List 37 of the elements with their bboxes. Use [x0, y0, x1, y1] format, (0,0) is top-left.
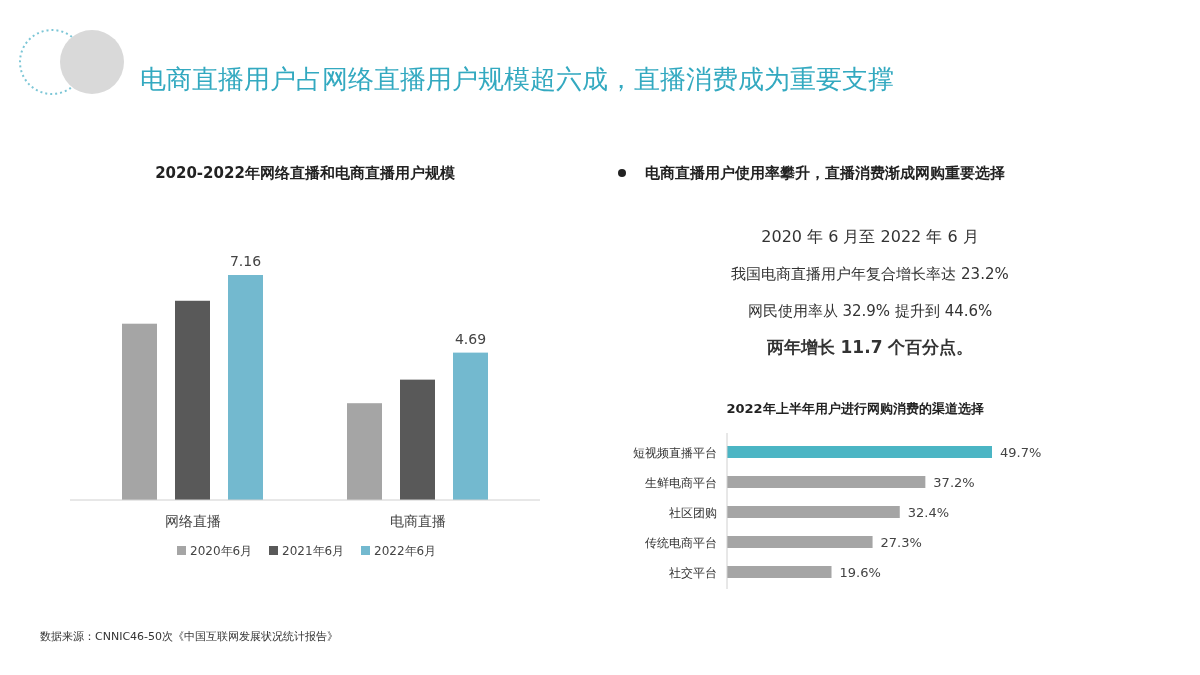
- legend-label: 2021年6月: [282, 544, 345, 558]
- y-tick-label: 生鲜电商平台: [645, 475, 717, 490]
- data-label: 4.69: [454, 330, 487, 347]
- chart-title: 2022年上半年用户进行网购消费的渠道选择: [726, 401, 984, 416]
- source-note: 数据来源：CNNIC46-50次《中国互联网发展状况统计报告》: [40, 630, 339, 643]
- data-label: 27.3%: [880, 534, 922, 550]
- data-label: 49.7%: [1000, 444, 1042, 460]
- bar: [453, 352, 488, 500]
- y-tick-label: 社区团购: [669, 505, 717, 520]
- text: 网民使用率从 32.9% 提升到 44.6%: [747, 302, 993, 320]
- bar: [228, 275, 263, 500]
- text: 2020 年 6 月至 2022 年 6 月: [761, 227, 979, 246]
- chart-title: 2020-2022年网络直播和电商直播用户规模: [155, 164, 456, 182]
- legend-label: 2020年6月: [190, 544, 253, 558]
- y-tick-label: 社交平台: [669, 565, 717, 580]
- data-label: 7.16: [229, 253, 262, 269]
- bar: [727, 506, 900, 518]
- bar: [122, 323, 157, 500]
- legend-label: 2022年6月: [374, 544, 437, 558]
- bar: [727, 536, 873, 548]
- y-tick-label: 传统电商平台: [645, 535, 717, 550]
- bar: [727, 476, 926, 488]
- data-label: 32.4%: [907, 504, 950, 520]
- text: 我国电商直播用户年复合增长率达 23.2%: [731, 265, 1009, 283]
- text: 电商直播用户使用率攀升，直播消费渐成网购重要选择: [645, 164, 1005, 182]
- data-label: 19.6%: [839, 564, 881, 580]
- bar: [727, 446, 992, 458]
- bar: [400, 379, 435, 500]
- y-tick-label: 短视频直播平台: [633, 445, 717, 460]
- text: 两年增长 11.7 个百分点。: [765, 337, 974, 357]
- text: 电商直播用户占网络直播用户规模超六成，直播消费成为重要支撑: [140, 64, 894, 94]
- bar: [727, 566, 832, 578]
- bar: [175, 300, 210, 500]
- bar: [347, 403, 382, 500]
- x-tick-label: 网络直播: [164, 513, 221, 529]
- x-tick-label: 电商直播: [389, 513, 446, 529]
- data-label: 37.2%: [933, 474, 975, 490]
